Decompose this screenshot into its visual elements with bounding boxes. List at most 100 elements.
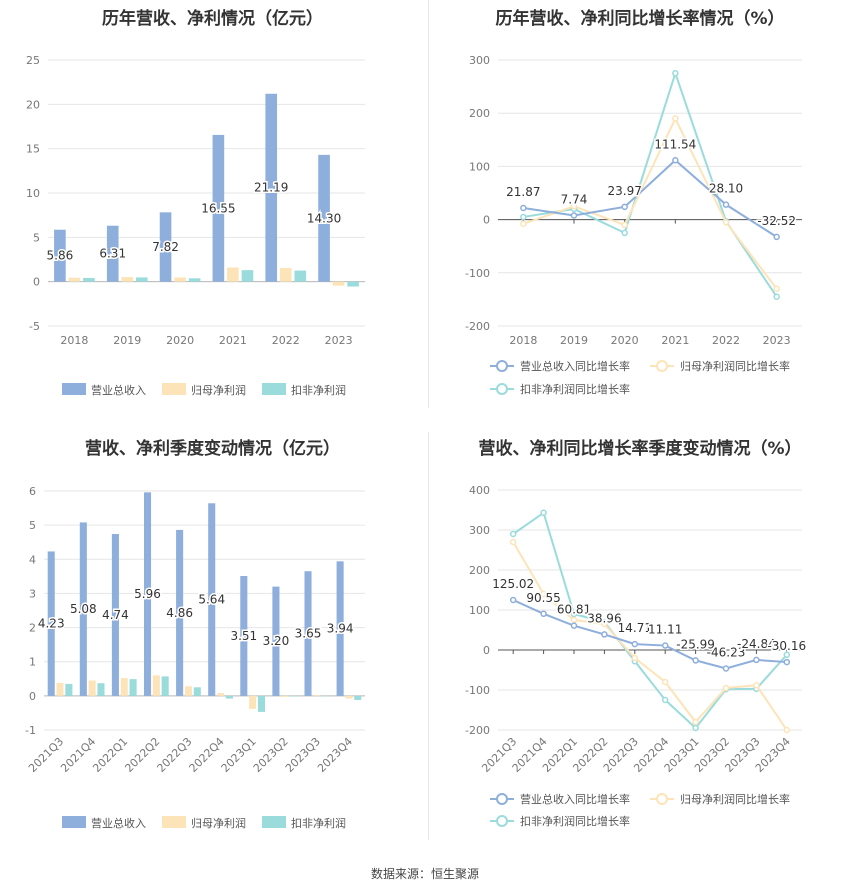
- series-line: [512, 599, 787, 670]
- series-point: [520, 204, 527, 212]
- bar: [304, 571, 312, 696]
- series-point: [520, 220, 527, 228]
- point-value-label: -32.52: [757, 214, 796, 228]
- series-point: [672, 70, 679, 77]
- series-point: [540, 610, 547, 618]
- bar-value-label: 4.86: [166, 606, 193, 620]
- point-value-label: 28.10: [709, 182, 743, 196]
- point-value-label: 60.81: [557, 603, 591, 617]
- y-tick-label: 200: [469, 107, 490, 120]
- series-point: [570, 212, 578, 219]
- legend-marker: [656, 360, 668, 372]
- y-tick-label: 1: [29, 656, 36, 669]
- x-tick-label: 2023: [325, 334, 353, 347]
- legend-swatch: [262, 383, 286, 395]
- y-tick-label: 20: [26, 98, 40, 111]
- series-point: [509, 538, 517, 546]
- bar-value-label: 16.55: [201, 201, 235, 215]
- point-value-label: 14.71: [618, 621, 652, 635]
- bar: [159, 212, 172, 282]
- bar-value-label: 3.20: [263, 634, 290, 648]
- bar-value-label: 3.94: [327, 622, 354, 636]
- legend-label: 营业总收入: [91, 383, 146, 397]
- bar: [129, 679, 137, 696]
- bar: [336, 561, 344, 696]
- bar-value-label: 3.65: [295, 627, 322, 641]
- series-line: [512, 541, 788, 731]
- chart-title: 营收、净利同比增长率季度变动情况（%）: [478, 439, 802, 459]
- bar: [225, 695, 233, 699]
- bar: [208, 503, 216, 696]
- chart-panel-annual-growth: 历年营收、净利同比增长率情况（%） -200 -100 0 100 200 300 2018…: [430, 0, 850, 410]
- series-point: [621, 229, 628, 237]
- legend-marker: [496, 383, 508, 395]
- y-tick-label: 0: [483, 214, 490, 227]
- x-tick-label: 2020: [166, 334, 194, 347]
- bar: [257, 695, 266, 712]
- series-point: [540, 509, 547, 517]
- chart-title: 历年营收、净利同比增长率情况（%）: [495, 9, 785, 29]
- legend-swatch: [62, 383, 86, 395]
- quarterly-revenue-bar-chart: -101234562021Q32021Q42022Q12022Q22022Q32…: [25, 485, 365, 830]
- point-value-label: 21.87: [506, 185, 540, 199]
- bar: [279, 267, 292, 282]
- y-tick-label: 100: [469, 160, 490, 173]
- bar: [106, 225, 119, 282]
- bar: [318, 154, 330, 282]
- point-value-label: 90.55: [526, 591, 560, 605]
- legend-label: 营业总收入同比增长率: [520, 792, 630, 806]
- y-tick-label: 300: [469, 54, 490, 67]
- series-point: [631, 640, 639, 648]
- bar: [184, 686, 192, 696]
- series-point: [783, 726, 791, 734]
- point-value-label: 11.11: [648, 623, 682, 637]
- bar: [241, 270, 254, 282]
- y-tick-label: 0: [33, 276, 40, 289]
- series-point: [722, 201, 730, 208]
- legend-swatch: [262, 816, 286, 828]
- bar: [65, 683, 73, 696]
- y-tick-label: 10: [26, 187, 40, 200]
- x-tick-label: 2021: [219, 334, 247, 347]
- chart-panel-quarterly-growth: 营收、净利同比增长率季度变动情况（%） -200 -100 0 100 200 300 40…: [430, 428, 850, 848]
- y-tick-label: 3: [29, 587, 36, 600]
- bar: [294, 270, 307, 282]
- series-point: [722, 684, 730, 692]
- series-point: [783, 658, 791, 666]
- bar: [120, 678, 128, 696]
- y-tick-label: 4: [29, 553, 36, 566]
- bar: [56, 682, 64, 696]
- quarterly-growth-line-chart: -200-10001002003004002021Q32021Q42022Q12…: [465, 484, 808, 828]
- bar: [212, 134, 225, 282]
- legend-label: 归母净利润: [191, 816, 246, 830]
- legend-label: 营业总收入同比增长率: [520, 359, 630, 373]
- bar-value-label: 5.08: [70, 602, 97, 616]
- chart-panel-quarterly-revenue: 营收、净利季度变动情况（亿元） -1 0 1 2 3 4 5 6 2021Q3 2021Q4 202…: [0, 428, 425, 848]
- point-value-label: -30.16: [767, 639, 806, 653]
- legend-swatch: [162, 383, 186, 395]
- series-line: [523, 158, 778, 238]
- series-point: [692, 724, 699, 732]
- series-point: [773, 233, 780, 241]
- bar: [332, 281, 345, 286]
- series-point: [692, 718, 699, 726]
- series-point: [753, 681, 760, 689]
- chart-title: 营收、净利季度变动情况（亿元）: [85, 439, 340, 459]
- bar: [143, 492, 152, 696]
- bar: [152, 675, 160, 696]
- point-value-label: 111.54: [654, 137, 696, 151]
- bar: [345, 695, 353, 699]
- y-tick-label: 5: [33, 231, 40, 244]
- series-point: [773, 293, 780, 300]
- bar: [322, 695, 330, 697]
- legend-label: 归母净利润同比增长率: [680, 792, 790, 806]
- bar-value-label: 4.23: [38, 617, 65, 631]
- panel-divider-bottom: [428, 432, 429, 840]
- bar-value-label: 5.96: [134, 587, 161, 601]
- y-tick-label: 15: [26, 143, 40, 156]
- bar: [188, 278, 201, 282]
- y-tick-label: 6: [29, 485, 36, 498]
- legend-label: 归母净利润同比增长率: [680, 359, 790, 373]
- x-tick-label: 2022: [272, 334, 300, 347]
- series-point: [509, 596, 517, 604]
